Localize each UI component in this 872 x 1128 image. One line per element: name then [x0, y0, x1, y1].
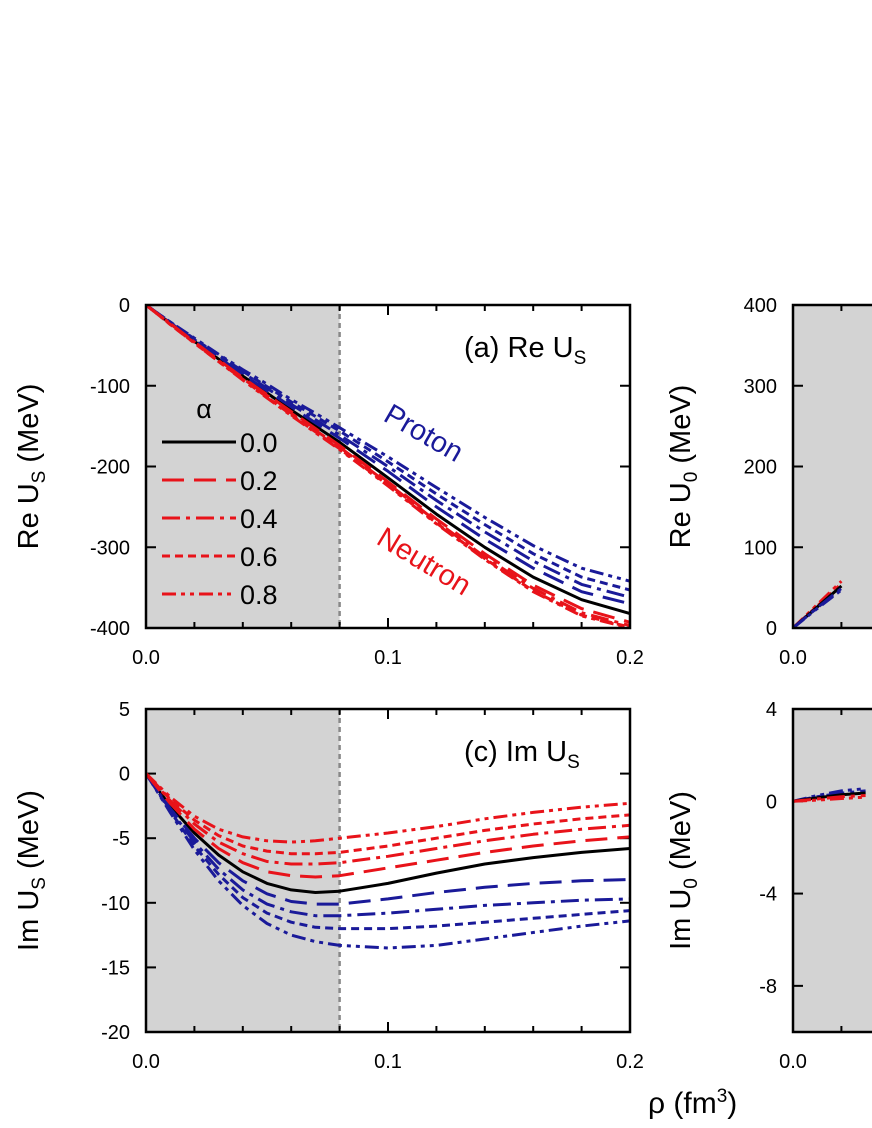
y-tick-label: 5 — [119, 699, 130, 721]
y-tick-label: 300 — [744, 376, 777, 398]
series-group — [793, 787, 866, 803]
y-tick-label: -300 — [90, 537, 130, 559]
x-tick-label: 0.0 — [779, 647, 807, 669]
y-tick-label: -200 — [90, 457, 130, 479]
series-group — [146, 772, 630, 950]
legend-label: 0.0 — [240, 428, 278, 458]
y-tick-label: 0 — [119, 295, 130, 317]
legend-title: α — [196, 394, 212, 424]
plot-frame — [144, 707, 632, 1034]
series-line-neutron-alpha-0_6 — [146, 305, 630, 628]
series-group — [793, 580, 843, 628]
shaded-region — [793, 709, 872, 1032]
series-line-proton-alpha-0_8 — [793, 588, 843, 628]
panel-c: 5 0 -5 -10 -15 -200.0 0.1 0.2 Im US (MeV) (c) Im … — [13, 699, 644, 1073]
legend-label: 0.8 — [240, 580, 278, 610]
panel-b: 400 300 200 100 00.0 Re U0 (MeV) — [665, 295, 872, 669]
panel-title: (a) Re US — [464, 332, 586, 369]
y-tick-label: 200 — [744, 457, 777, 479]
series-line-proton-alpha-0_8 — [146, 772, 630, 950]
panel-title: (c) Im US — [464, 736, 580, 773]
plot-frame — [791, 303, 872, 630]
legend-label: 0.2 — [240, 466, 278, 496]
y-tick-label: -20 — [101, 1022, 130, 1044]
series-line-proton-alpha-0_8 — [146, 305, 630, 583]
series-line-neutron-alpha-0_6 — [146, 772, 630, 856]
y-tick-label: -15 — [101, 957, 130, 979]
y-axis-title: Im US (MeV) — [13, 790, 50, 951]
series-line-neutron-alpha-0_4 — [146, 772, 630, 866]
y-tick-label: -100 — [90, 376, 130, 398]
series-line-proton-alpha-0_6 — [146, 772, 630, 931]
x-axis-title: ρ (fm3) — [648, 1086, 737, 1121]
y-tick-label: 100 — [744, 537, 777, 559]
y-tick-label: -4 — [759, 884, 777, 906]
y-tick-label: 0 — [766, 618, 777, 640]
series-line-proton-alpha-0_2 — [146, 772, 630, 906]
y-tick-label: -400 — [90, 618, 130, 640]
y-tick-label: -8 — [759, 976, 777, 998]
series-line-symmetric-alpha-0_0 — [146, 772, 630, 894]
legend-label: 0.6 — [240, 542, 278, 572]
series-line-neutron-alpha-0_2 — [146, 772, 630, 879]
x-axis-title-close: ) — [727, 1087, 738, 1120]
series-group — [146, 305, 630, 628]
x-tick-label: 0.0 — [132, 1051, 160, 1073]
y-axis-title: Re US (MeV) — [13, 384, 50, 550]
annotation-neutron: Neutron — [371, 522, 476, 603]
plot-frame — [144, 303, 632, 630]
x-tick-label: 0.2 — [616, 1051, 644, 1073]
series-line-neutron-alpha-0_8 — [146, 772, 630, 844]
panel-d: 4 0 -4 -8 0.0 Im U0 (MeV) — [665, 699, 872, 1073]
x-tick-label: 0.0 — [779, 1051, 807, 1073]
y-tick-label: 0 — [766, 791, 777, 813]
y-axis-title: Im U0 (MeV) — [665, 791, 702, 950]
series-line-neutron-alpha-0_8 — [793, 795, 866, 803]
x-axis-title-sup: 3 — [716, 1086, 728, 1107]
legend: α 0.0 0.2 0.4 0.6 0.8 — [162, 394, 278, 610]
y-tick-label: -10 — [101, 893, 130, 915]
y-tick-label: 0 — [119, 764, 130, 786]
y-tick-label: -5 — [112, 828, 130, 850]
plot-frame — [791, 707, 872, 1034]
y-tick-label: 4 — [766, 699, 777, 721]
legend-label: 0.4 — [240, 504, 278, 534]
series-line-proton-alpha-0_4 — [146, 772, 630, 918]
shaded-region — [793, 305, 872, 628]
y-axis-title: Re U0 (MeV) — [665, 385, 702, 549]
shaded-region — [146, 305, 340, 628]
y-tick-label: 400 — [744, 295, 777, 317]
x-axis-title-text: ρ (fm — [648, 1087, 717, 1120]
x-tick-label: 0.2 — [616, 647, 644, 669]
x-tick-label: 0.1 — [374, 1051, 402, 1073]
x-tick-label: 0.1 — [374, 647, 402, 669]
x-tick-label: 0.0 — [132, 647, 160, 669]
